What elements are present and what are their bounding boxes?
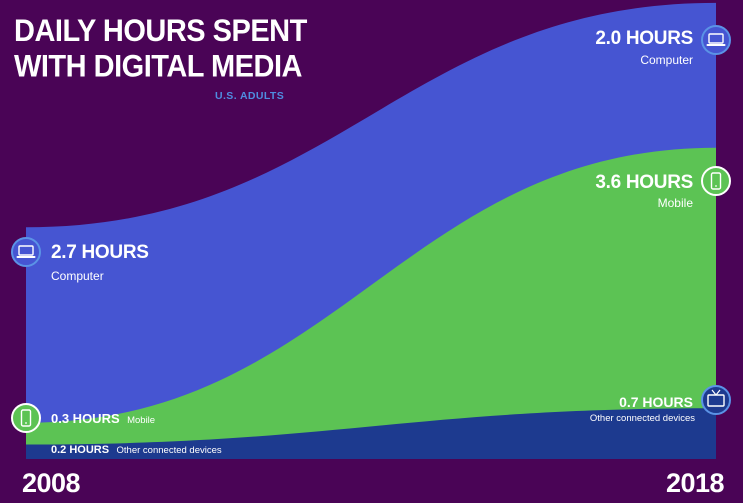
- area-mobile: [26, 147, 716, 459]
- label-other-2008-name: Other connected devices: [116, 445, 222, 456]
- label-mobile-2008-name: Mobile: [127, 415, 156, 426]
- x-axis-end-year: 2018: [666, 468, 725, 498]
- label-mobile-2008-value: 0.3 HOURS: [51, 411, 120, 426]
- label-computer-2008-value: 2.7 HOURS: [51, 242, 149, 263]
- label-other-2008: 0.2 HOURS Other connected devices: [51, 440, 222, 458]
- chart-title-line2: WITH DIGITAL MEDIA: [14, 49, 302, 85]
- phone-icon: [701, 166, 731, 196]
- label-mobile-2008: 0.3 HOURS Mobile: [51, 410, 155, 428]
- label-mobile-2018-name: Mobile: [657, 196, 693, 210]
- label-other-2018-value: 0.7 HOURS: [619, 394, 693, 410]
- label-computer-2018-value: 2.0 HOURS: [595, 28, 693, 49]
- area-other: [26, 408, 716, 459]
- phone-icon: [11, 403, 41, 433]
- label-other-2018-name: Other connected devices: [589, 413, 695, 424]
- laptop-icon: [11, 237, 41, 267]
- laptop-icon: [701, 25, 731, 55]
- label-computer-2008-name: Computer: [51, 269, 104, 283]
- label-computer-2018-name: Computer: [640, 53, 693, 67]
- x-axis-start-year: 2008: [22, 468, 81, 498]
- label-other-2008-value: 0.2 HOURS: [51, 444, 110, 456]
- chart-title-line1: DAILY HOURS SPENT: [14, 14, 307, 49]
- chart-title: DAILY HOURS SPENT WITH DIGITAL MEDIA: [14, 14, 307, 85]
- label-mobile-2018-value: 3.6 HOURS: [595, 172, 693, 193]
- chart-subtitle: U.S. ADULTS: [215, 90, 285, 102]
- tv-icon: [701, 385, 731, 415]
